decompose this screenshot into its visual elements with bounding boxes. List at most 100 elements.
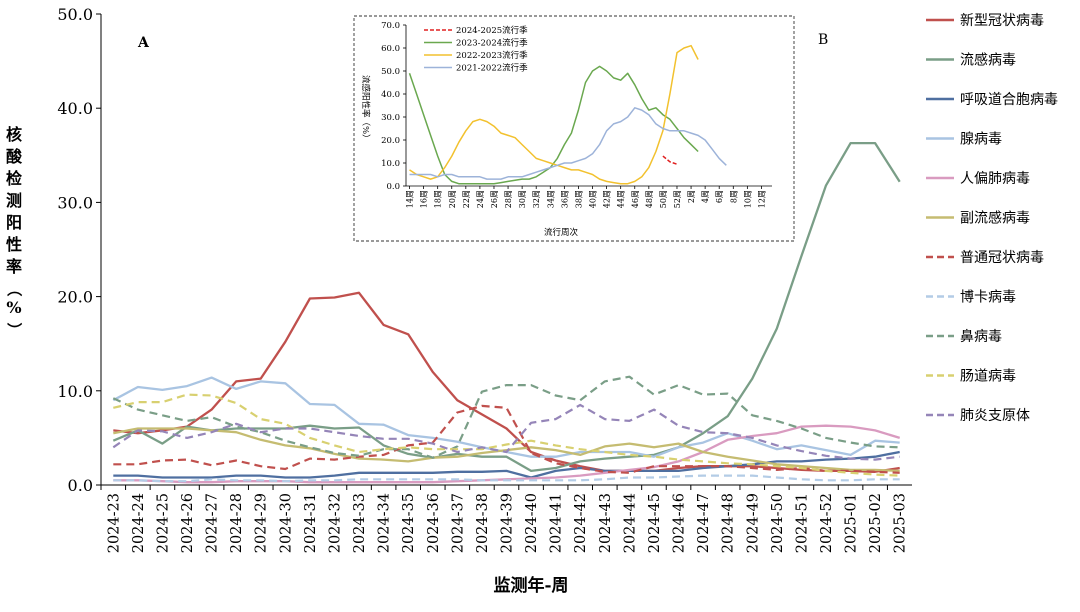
- main-y-title-char: 酸: [6, 147, 23, 166]
- legend-label-0: 新型冠状病毒: [960, 13, 1044, 29]
- main-x-tick-label: 2025-03: [893, 493, 909, 553]
- main-y-title-char: 性: [6, 235, 22, 254]
- inset-y-tick-label: 60.0: [381, 44, 400, 54]
- main-x-tick-label: 2024-35: [401, 493, 417, 553]
- inset-x-tick-label: 28周: [504, 190, 513, 208]
- main-axes: 0.0 10.0 20.0 30.0 40.0 50.0 2024-23 2024-24 202…: [57, 5, 912, 553]
- main-y-title-char: 检: [6, 169, 22, 188]
- inset-x-tick-label: 2周: [687, 190, 696, 203]
- main-x-tick-label: 2024-45: [647, 493, 663, 553]
- inset-legend-label-1: 2023-2024流行季: [456, 38, 528, 49]
- inset-x-axis-title: 流行周次: [544, 227, 579, 238]
- legend-label-4: 人偏肺病毒: [960, 171, 1030, 187]
- legend-label-9: 肠道病毒: [960, 369, 1016, 385]
- main-x-tick-label: 2024-23: [106, 493, 122, 553]
- inset-line-series-3: [409, 107, 727, 180]
- main-y-title-char: 核: [6, 125, 22, 144]
- main-series-group: [112, 141, 901, 484]
- inset-x-tick-label: 38周: [574, 190, 583, 208]
- legend-label-3: 腺病毒: [960, 132, 1002, 148]
- inset-x-tick-label: 4周: [701, 190, 710, 203]
- inset-x-tick-label: 32周: [532, 190, 541, 208]
- inset-y-tick-label: 10.0: [381, 159, 400, 169]
- main-line-series-10: [112, 403, 900, 461]
- main-y-title-char: %: [6, 298, 21, 317]
- main-line-series-5: [113, 427, 900, 473]
- legend-label-6: 普通冠状病毒: [960, 250, 1044, 266]
- inset-x-tick-label: 18周: [434, 190, 443, 208]
- inset-x-tick-label: 20周: [448, 190, 457, 208]
- inset-axes: 0.0 10.0 20.0 30.0 40.0 50.0 60.0 70.0 14周 16周 18周…: [381, 21, 772, 208]
- main-x-tick-label: 2024-40: [524, 493, 540, 553]
- inset-x-tick-label: 8周: [729, 190, 738, 203]
- legend-label-2: 呼吸道合胞病毒: [960, 92, 1058, 108]
- inset-x-tick-label: 36周: [560, 190, 569, 208]
- inset-y-tick-label: 0.0: [386, 182, 400, 192]
- inset-x-tick-label: 30周: [518, 190, 527, 208]
- main-x-tick-label: 2024-31: [303, 493, 319, 553]
- main-y-tick-label: 50.0: [57, 5, 93, 24]
- inset-x-tick-label: 34周: [546, 190, 555, 208]
- inset-y-tick-label: 40.0: [381, 90, 400, 100]
- inset-x-tick-label: 16周: [420, 190, 429, 208]
- inset-line-series-1: [408, 65, 699, 185]
- main-x-tick-label: 2024-39: [500, 493, 516, 553]
- inset-x-tick-label: 42周: [603, 190, 612, 208]
- main-x-tick-label: 2024-41: [549, 493, 565, 553]
- main-y-tick-label: 20.0: [57, 288, 93, 307]
- inset-line-series-0: [662, 155, 678, 165]
- inset-x-tick-label: 26周: [490, 190, 499, 208]
- inset-y-title-text: 流感阳性率（%）: [360, 75, 371, 143]
- inset-line-series-2: [409, 44, 699, 185]
- inset-x-tick-label: 44周: [617, 190, 626, 208]
- inset-legend-label-0: 2024-2025流行季: [456, 25, 528, 36]
- main-x-tick-label: 2024-24: [131, 493, 147, 553]
- inset-x-tick-label: 10周: [743, 190, 752, 208]
- main-x-tick-label: 2025-01: [844, 493, 860, 553]
- main-x-tick-label: 2024-30: [278, 493, 294, 553]
- main-y-title-char: 阳: [6, 213, 22, 232]
- main-x-axis-title: 监测年-周: [493, 575, 568, 596]
- inset-x-tick-label: 14周: [406, 190, 415, 208]
- inset-x-tick-label: 24周: [476, 190, 485, 208]
- main-y-tick-label: 10.0: [57, 382, 93, 401]
- legend-label-10: 肺炎支原体: [960, 408, 1030, 424]
- main-x-tick-label: 2024-32: [327, 493, 343, 553]
- main-x-tick-label: 2024-43: [598, 493, 614, 553]
- inset-y-tick-label: 30.0: [381, 113, 400, 123]
- main-x-tick-label: 2024-27: [205, 493, 221, 553]
- main-x-tick-label: 2024-48: [721, 493, 737, 553]
- main-line-series-4: [113, 424, 901, 484]
- main-x-tick-label: 2024-49: [745, 493, 761, 553]
- legend-label-7: 博卡病毒: [960, 289, 1016, 306]
- main-y-title-char: 测: [6, 191, 22, 210]
- panel-label-a: A: [137, 35, 150, 51]
- main-y-tick-label: 0.0: [68, 476, 93, 495]
- main-x-tick-label: 2024-28: [229, 493, 245, 553]
- main-y-tick-label: 40.0: [57, 99, 93, 118]
- inset-x-tick-label: 40周: [589, 190, 598, 208]
- main-line-series-7: [113, 474, 900, 483]
- inset-x-tick-label: 6周: [715, 190, 724, 203]
- inset-y-tick-label: 70.0: [381, 21, 400, 31]
- main-line-series-9: [113, 393, 900, 477]
- panel-label-b: B: [818, 32, 828, 48]
- main-x-tick-label: 2024-42: [573, 493, 589, 553]
- main-x-tick-label: 2024-38: [475, 493, 491, 553]
- main-x-tick-label: 2024-36: [426, 493, 442, 553]
- main-y-title-char: ）: [5, 322, 23, 337]
- inset-x-tick-label: 12周: [757, 190, 766, 208]
- main-y-title-char: 率: [6, 257, 22, 276]
- legend-label-5: 副流感病毒: [960, 210, 1030, 227]
- inset-x-tick-label: 48周: [645, 190, 654, 208]
- main-x-tick-label: 2024-44: [622, 493, 638, 553]
- main-legend: 新型冠状病毒流感病毒呼吸道合胞病毒腺病毒人偏肺病毒副流感病毒普通冠状病毒博卡病毒…: [926, 13, 1058, 424]
- main-x-tick-label: 2024-34: [377, 493, 393, 553]
- inset-y-axis-title: 流感阳性率（%）: [360, 75, 371, 143]
- main-y-title-char: （: [5, 281, 23, 296]
- main-x-tick-label: 2024-29: [254, 493, 270, 553]
- main-line-series-8: [112, 375, 900, 459]
- main-x-tick-label: 2024-33: [352, 493, 368, 553]
